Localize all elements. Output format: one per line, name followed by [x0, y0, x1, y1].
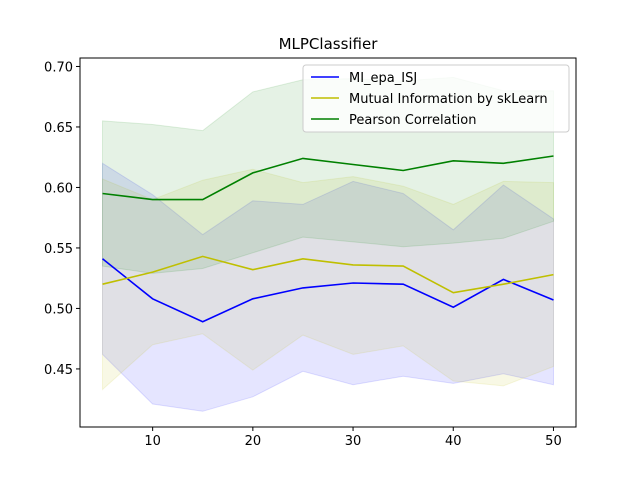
- legend-label-1: Mutual Information by skLearn: [349, 92, 548, 107]
- y-tick-label: 0.65: [44, 121, 73, 136]
- x-tick-label: 40: [445, 434, 462, 449]
- series-band-1: [102, 168, 554, 391]
- y-tick-label: 0.70: [44, 60, 73, 75]
- x-tick-label: 20: [245, 434, 262, 449]
- y-axis: 0.45 0.50 0.55 0.60 0.65 0.70: [44, 60, 80, 378]
- y-tick-label: 0.50: [44, 302, 73, 317]
- plot-frame: [79, 57, 577, 428]
- series-line-0: [102, 258, 554, 323]
- x-tick-label: 10: [144, 434, 161, 449]
- series-line-1: [102, 255, 554, 294]
- y-tick-label: 0.60: [44, 181, 73, 196]
- x-axis: 10 20 30 40 50: [144, 427, 562, 449]
- legend-label-2: Pearson Correlation: [349, 113, 476, 128]
- series-line-2: [102, 155, 554, 201]
- legend: MI_epa_ISJ Mutual Information by skLearn P…: [302, 64, 570, 133]
- series-lines: [102, 155, 554, 323]
- y-tick-label: 0.45: [44, 363, 73, 378]
- y-tick-label: 0.55: [44, 242, 73, 257]
- legend-label-0: MI_epa_ISJ: [349, 71, 417, 86]
- series-band-0: [102, 162, 554, 412]
- x-tick-label: 50: [545, 434, 562, 449]
- legend-box: [302, 64, 570, 133]
- x-tick-label: 30: [345, 434, 362, 449]
- chart-title: MLPClassifier: [279, 35, 379, 53]
